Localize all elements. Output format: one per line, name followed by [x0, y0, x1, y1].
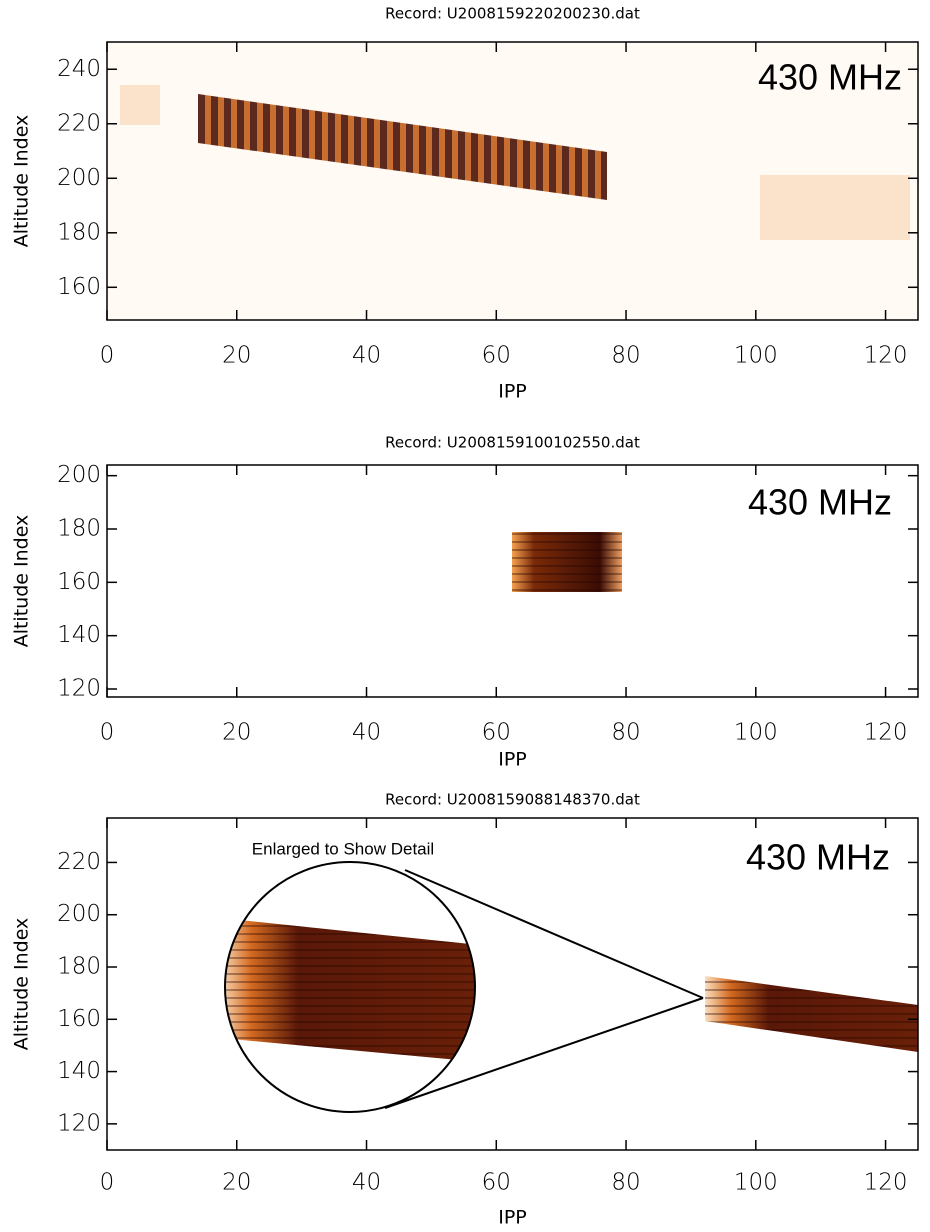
heatmap-image [512, 532, 622, 592]
y-axis-label: Altitude Index [11, 515, 33, 648]
x-tick-label: 60 [482, 720, 511, 746]
x-tick-label: 60 [482, 1170, 511, 1196]
frequency-annotation: 430 MHz [746, 837, 890, 878]
x-tick-label: 100 [734, 343, 778, 369]
y-tick-label: 160 [57, 274, 101, 300]
y-tick-label: 200 [57, 901, 101, 927]
chart-title: Record: U2008159100102550.dat [385, 434, 640, 452]
chart-title: Record: U2008159220200230.dat [385, 5, 640, 23]
y-tick-label: 160 [57, 569, 101, 595]
y-axis-label: Altitude Index [11, 918, 33, 1051]
y-tick-label: 140 [57, 622, 101, 648]
x-tick-label: 0 [100, 720, 115, 746]
plot-frame [106, 464, 919, 698]
y-tick-label: 180 [57, 219, 101, 245]
x-tick-label: 120 [864, 1170, 908, 1196]
y-tick-label: 120 [57, 1110, 101, 1136]
y-tick-label: 200 [57, 462, 101, 488]
y-tick-label: 220 [57, 110, 101, 136]
y-tick-label: 240 [57, 56, 101, 82]
y-tick-label: 160 [57, 1006, 101, 1032]
x-tick-label: 80 [611, 1170, 640, 1196]
x-tick-label: 0 [100, 1170, 115, 1196]
x-tick-label: 100 [734, 720, 778, 746]
x-tick-label: 20 [222, 720, 251, 746]
y-tick-label: 180 [57, 516, 101, 542]
x-tick-label: 20 [222, 343, 251, 369]
x-tick-label: 0 [100, 343, 115, 369]
y-tick-label: 120 [57, 676, 101, 702]
x-tick-label: 60 [482, 343, 511, 369]
x-tick-label: 80 [611, 343, 640, 369]
plot-frame [106, 41, 919, 321]
y-tick-label: 180 [57, 954, 101, 980]
heatmap-image [224, 861, 918, 1113]
x-tick-label: 120 [864, 343, 908, 369]
x-axis-label: IPP [498, 749, 527, 771]
x-tick-label: 40 [352, 720, 381, 746]
inset-label: Enlarged to Show Detail [252, 839, 434, 858]
y-tick-label: 220 [57, 849, 101, 875]
plot-frame [106, 817, 919, 1151]
x-tick-label: 80 [611, 720, 640, 746]
x-tick-label: 40 [352, 343, 381, 369]
y-tick-label: 140 [57, 1058, 101, 1084]
heatmap-image [108, 43, 917, 319]
frequency-annotation: 430 MHz [748, 482, 892, 523]
x-tick-label: 20 [222, 1170, 251, 1196]
x-tick-label: 120 [864, 720, 908, 746]
frequency-annotation: 430 MHz [758, 57, 902, 98]
chart-title: Record: U2008159088148370.dat [385, 791, 640, 809]
y-axis-label: Altitude Index [11, 115, 33, 248]
x-tick-label: 100 [734, 1170, 778, 1196]
x-axis-label: IPP [498, 381, 527, 403]
x-axis-label: IPP [498, 1207, 527, 1229]
x-tick-label: 40 [352, 1170, 381, 1196]
y-tick-label: 200 [57, 165, 101, 191]
